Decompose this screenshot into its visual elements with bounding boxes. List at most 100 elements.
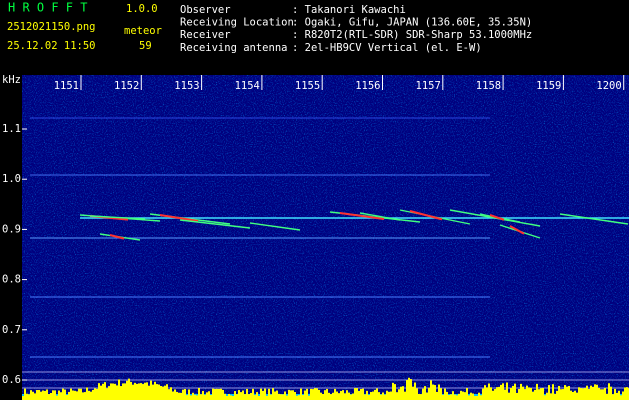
- activity-bar: [532, 391, 534, 400]
- activity-bar: [526, 385, 528, 400]
- count-label: meteor: [124, 25, 162, 37]
- activity-bar: [222, 389, 224, 400]
- activity-bar: [228, 394, 230, 400]
- activity-bar: [246, 388, 248, 400]
- activity-bar: [198, 388, 200, 400]
- activity-bar: [156, 384, 158, 400]
- activity-bar: [204, 394, 206, 400]
- activity-bar: [180, 392, 182, 400]
- activity-bar: [124, 383, 126, 400]
- activity-bar: [188, 389, 190, 400]
- activity-bar: [482, 388, 484, 400]
- activity-bar: [402, 386, 404, 400]
- activity-bar: [270, 394, 272, 400]
- activity-bar: [564, 385, 566, 400]
- activity-bar: [170, 387, 172, 400]
- activity-bar: [78, 388, 80, 400]
- activity-bar: [264, 388, 266, 400]
- activity-bar: [550, 393, 552, 400]
- activity-bar: [404, 391, 406, 400]
- activity-bar: [178, 392, 180, 400]
- activity-bar: [282, 394, 284, 400]
- version: 1.0.0: [126, 3, 158, 15]
- activity-bar: [390, 391, 392, 400]
- activity-bar: [548, 385, 550, 400]
- activity-bar: [602, 389, 604, 400]
- activity-bar: [176, 391, 178, 400]
- file-name: 2512021150.png: [7, 21, 96, 33]
- activity-bar: [112, 383, 114, 400]
- activity-bar: [56, 395, 58, 400]
- activity-bar: [554, 393, 556, 400]
- activity-bar: [120, 386, 122, 400]
- activity-bar: [624, 387, 626, 400]
- activity-bar: [442, 394, 444, 400]
- app-name: H R O F F T: [8, 1, 87, 15]
- activity-bar: [538, 389, 540, 400]
- activity-bar: [122, 383, 124, 400]
- activity-bar: [306, 388, 308, 400]
- activity-bar: [190, 395, 192, 400]
- activity-bar: [134, 382, 136, 400]
- activity-bar: [454, 394, 456, 400]
- x-tick-label: 1157: [416, 80, 441, 92]
- activity-bar: [206, 392, 208, 400]
- activity-bar: [516, 392, 518, 400]
- activity-bar: [494, 389, 496, 400]
- activity-bar: [620, 395, 622, 400]
- activity-bar: [142, 384, 144, 400]
- activity-bar: [102, 383, 104, 400]
- activity-bar: [300, 388, 302, 400]
- activity-bar: [568, 385, 570, 400]
- activity-bar: [284, 391, 286, 400]
- activity-bar: [216, 388, 218, 400]
- activity-bar: [320, 392, 322, 400]
- activity-bar: [560, 389, 562, 400]
- activity-bar: [326, 388, 328, 400]
- activity-bar: [512, 385, 514, 400]
- activity-bar: [492, 390, 494, 400]
- activity-bar: [374, 389, 376, 400]
- activity-bar: [410, 379, 412, 400]
- activity-bar: [220, 388, 222, 400]
- activity-bar: [362, 388, 364, 400]
- activity-bar: [172, 391, 174, 400]
- activity-bar: [346, 390, 348, 400]
- activity-bar: [90, 391, 92, 400]
- activity-bar: [258, 395, 260, 400]
- activity-bar: [552, 384, 554, 400]
- x-tick-label: 1151: [54, 80, 79, 92]
- activity-bar: [312, 389, 314, 400]
- activity-bar: [202, 390, 204, 400]
- activity-bar: [164, 385, 166, 400]
- activity-bar: [626, 387, 628, 400]
- activity-bar: [256, 392, 258, 400]
- activity-bar: [592, 386, 594, 400]
- activity-bar: [100, 385, 102, 400]
- activity-bar: [594, 384, 596, 400]
- activity-bar: [230, 395, 232, 400]
- activity-bar: [208, 391, 210, 400]
- meteor-core: [509, 225, 525, 235]
- activity-bar: [58, 390, 60, 400]
- activity-bar: [366, 390, 368, 400]
- meteor-core: [409, 210, 443, 221]
- activity-bar: [356, 388, 358, 400]
- activity-bar: [450, 394, 452, 400]
- activity-bar: [310, 388, 312, 400]
- activity-bar: [360, 389, 362, 400]
- activity-bar: [584, 388, 586, 400]
- activity-bar: [38, 389, 40, 400]
- activity-bar: [126, 380, 128, 400]
- activity-bar: [276, 390, 278, 400]
- meteor-core: [489, 214, 505, 221]
- x-tick-label: 1159: [536, 80, 561, 92]
- activity-bar: [98, 383, 100, 400]
- activity-bar: [438, 384, 440, 400]
- activity-bar: [400, 386, 402, 400]
- activity-bar: [606, 393, 608, 400]
- info-label: Receiver: [180, 29, 231, 41]
- activity-bar: [478, 392, 480, 400]
- x-tick-label: 1155: [295, 80, 320, 92]
- activity-bar: [350, 394, 352, 400]
